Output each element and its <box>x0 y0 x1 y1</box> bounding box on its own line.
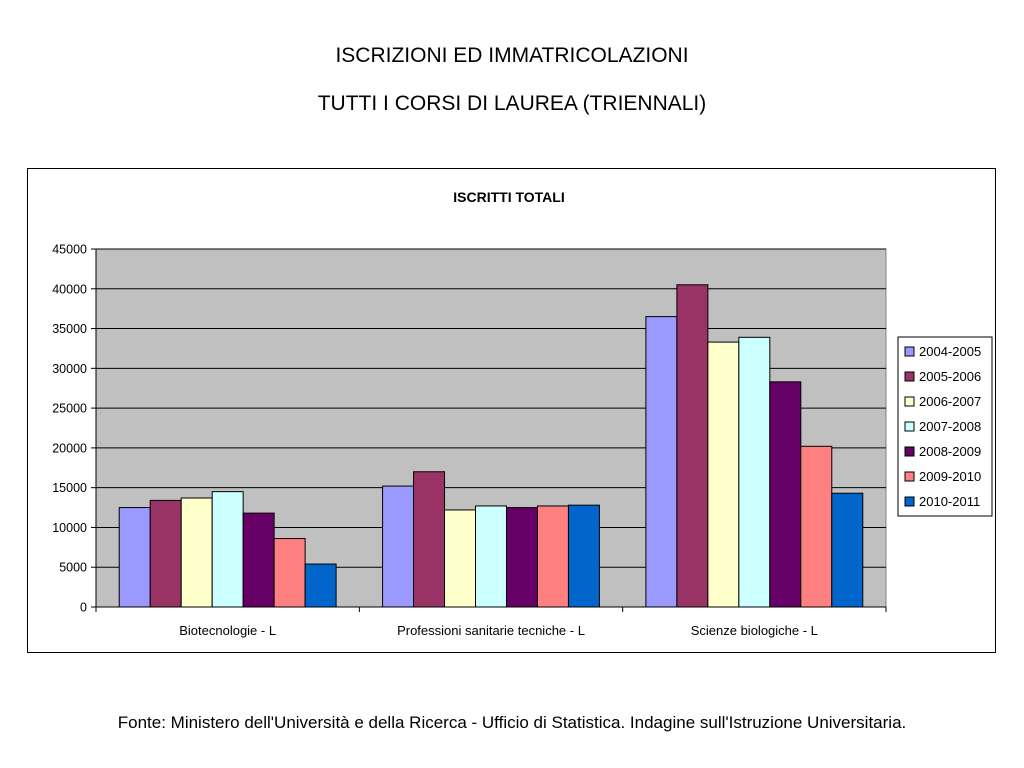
source-note: Fonte: Ministero dell'Università e della… <box>117 713 907 732</box>
bar <box>304 563 337 608</box>
y-tick-label: 35000 <box>52 322 87 336</box>
bar <box>444 509 477 608</box>
bar <box>707 341 740 608</box>
slide-title-line2: TUTTI I CORSI DI LAUREA (TRIENNALI) <box>317 92 707 115</box>
legend-swatch <box>904 396 915 407</box>
slide-title-line1: ISCRIZIONI ED IMMATRICOLAZIONI <box>335 44 689 67</box>
legend-label: 2010-2011 <box>919 494 980 509</box>
x-category-label: Scienze biologiche - L <box>691 623 818 638</box>
y-tick-label: 25000 <box>52 402 87 416</box>
x-category-label: Professioni sanitarie tecniche - L <box>397 623 585 638</box>
bar <box>505 507 538 608</box>
bar <box>180 497 213 608</box>
y-tick-label: 10000 <box>52 521 87 535</box>
y-tick-label: 5000 <box>59 561 87 575</box>
legend-label: 2007-2008 <box>919 419 981 434</box>
bar <box>676 284 709 608</box>
legend-label: 2005-2006 <box>919 369 981 384</box>
bar <box>242 512 275 608</box>
y-tick-label: 15000 <box>52 481 87 495</box>
bar <box>567 504 600 608</box>
y-tick-label: 0 <box>80 601 87 615</box>
y-tick-label: 30000 <box>52 362 87 376</box>
legend-label: 2009-2010 <box>919 469 981 484</box>
legend-swatch <box>904 421 915 432</box>
bar <box>769 381 802 608</box>
chart-title: ISCRITTI TOTALI <box>453 189 564 205</box>
bar <box>831 492 864 608</box>
bar <box>413 471 446 608</box>
chart-frame: ISCRITTI TOTALI 0 5000 10000 15000 20000 25000… <box>27 168 996 653</box>
y-tick-label: 20000 <box>52 441 87 455</box>
bar <box>273 538 306 608</box>
bar <box>800 445 833 608</box>
legend-swatch <box>904 371 915 382</box>
bar <box>149 499 182 608</box>
x-category-label: Biotecnologie - L <box>179 623 276 638</box>
legend-label: 2008-2009 <box>919 444 981 459</box>
bar <box>536 505 569 608</box>
legend-swatch <box>904 346 915 357</box>
y-tick-label: 40000 <box>52 282 87 296</box>
y-tick-label: 45000 <box>52 243 87 257</box>
bar <box>645 316 678 608</box>
bar <box>118 507 151 608</box>
bar <box>382 485 415 608</box>
legend-swatch <box>904 496 915 507</box>
legend-swatch <box>904 471 915 482</box>
bar <box>211 491 244 608</box>
legend-label: 2006-2007 <box>919 394 981 409</box>
bar-chart: ISCRITTI TOTALI 0 5000 10000 15000 20000 25000… <box>52 189 993 638</box>
legend-label: 2004-2005 <box>919 344 981 359</box>
bar <box>475 505 507 608</box>
bar <box>738 336 771 608</box>
legend-swatch <box>904 446 915 457</box>
